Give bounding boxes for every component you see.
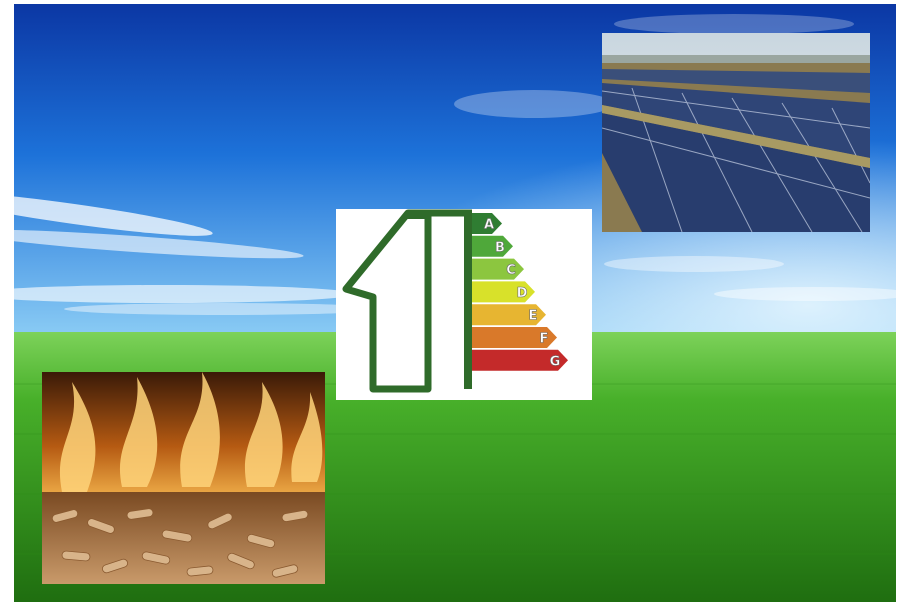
clouds [14,14,896,315]
rating-bar-c: C [472,258,524,280]
house-outline-icon [342,209,432,393]
rating-letter: E [529,309,538,324]
pellets [51,508,309,578]
house-wall [464,213,472,389]
rating-bar-a: A [472,213,502,234]
rating-letter: C [506,263,516,278]
rating-bar-e: E [472,304,546,326]
rating-letter: B [495,240,505,255]
rating-bar-f: F [472,327,557,348]
rating-letter: G [550,354,561,369]
rating-letter: A [484,218,494,233]
flames [59,372,323,492]
rating-bar-d: D [472,281,535,303]
house-chimney [404,213,428,219]
rating-bar-g: G [472,349,568,371]
solar-row-2 [602,83,870,158]
rating-letter: D [517,286,528,301]
solar-row-3 [602,113,870,232]
solar-panel-photo [602,33,870,232]
wood-pellets-fire-photo [42,372,325,584]
rating-bar-b: B [472,235,513,257]
rating-letter: F [540,332,549,347]
solar-row-1 [602,69,870,93]
